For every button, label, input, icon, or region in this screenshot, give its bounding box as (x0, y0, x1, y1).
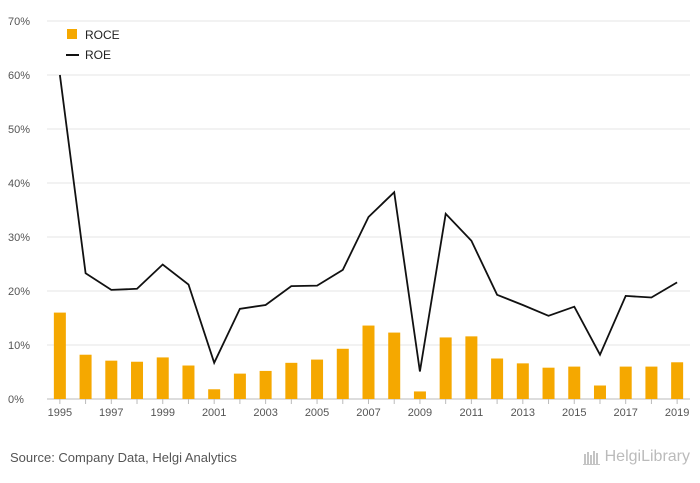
legend-roe-label: ROE (85, 48, 111, 62)
roce-bar (259, 370, 272, 399)
x-tick-label: 2011 (460, 407, 484, 419)
x-tick-label: 2003 (253, 407, 277, 419)
library-icon (582, 451, 600, 465)
x-axis-tick-labels: 1995 1997 1999 2001 2003 2005 2007 2009 2011 2013… (48, 407, 690, 419)
y-tick-label: 40% (8, 178, 30, 190)
roce-bar (208, 389, 221, 399)
roce-bar (491, 358, 504, 399)
roce-bar (336, 348, 349, 399)
x-tick-label: 1999 (150, 407, 174, 419)
y-tick-label: 20% (8, 286, 30, 298)
x-tick-label: 2005 (305, 407, 329, 419)
x-tick-label: 2017 (613, 407, 637, 419)
roce-bar (593, 385, 606, 399)
brand-name: HelgiLibrary (604, 448, 690, 465)
roe-line (59, 74, 678, 372)
roce-bar (131, 361, 144, 399)
legend: ROCE ROE (66, 28, 120, 62)
roce-bar (362, 325, 375, 399)
roce-bar (311, 359, 324, 399)
x-tick-label: 2001 (202, 407, 226, 419)
roce-bar (413, 391, 426, 399)
roce-bar (182, 365, 195, 399)
legend-roce-swatch (67, 29, 77, 39)
y-tick-label: 70% (8, 16, 30, 28)
x-axis-ticks (59, 399, 678, 404)
brand-logo: HelgiLibrary (582, 448, 690, 466)
roce-bar (233, 373, 246, 399)
roce-bar (568, 366, 581, 399)
roce-bar (516, 363, 529, 399)
roce-bar (542, 367, 555, 399)
roce-bar (79, 354, 92, 399)
roce-bar (53, 312, 66, 399)
x-tick-label: 1995 (48, 407, 72, 419)
y-tick-label: 0% (8, 394, 24, 406)
y-tick-label: 30% (8, 232, 30, 244)
roce-bar (105, 360, 118, 399)
x-tick-label: 2015 (562, 407, 586, 419)
x-tick-label: 2013 (511, 407, 535, 419)
roce-bar (671, 362, 684, 399)
source-note: Source: Company Data, Helgi Analytics (10, 450, 237, 465)
y-tick-label: 50% (8, 124, 30, 136)
roce-bars (53, 312, 684, 399)
legend-roce-label: ROCE (85, 28, 120, 42)
x-tick-label: 2009 (408, 407, 432, 419)
roce-bar (285, 362, 298, 399)
roce-bar (439, 337, 452, 399)
roce-bar (465, 336, 478, 399)
roce-bar (619, 366, 632, 399)
chart: 0% 10% 20% 30% 40% 50% 60% 70% 1995 1997 1999 2001… (8, 16, 690, 419)
y-axis-tick-labels: 0% 10% 20% 30% 40% 50% 60% 70% (8, 16, 30, 406)
gridlines (47, 20, 690, 400)
x-tick-label: 1997 (99, 407, 123, 419)
roe-line-layer (59, 74, 678, 372)
x-tick-label: 2019 (665, 407, 689, 419)
y-tick-label: 10% (8, 340, 30, 352)
y-tick-label: 60% (8, 70, 30, 82)
roce-bar (156, 357, 169, 399)
roce-bar (645, 366, 658, 399)
x-tick-label: 2007 (356, 407, 380, 419)
roce-bar (388, 332, 401, 399)
